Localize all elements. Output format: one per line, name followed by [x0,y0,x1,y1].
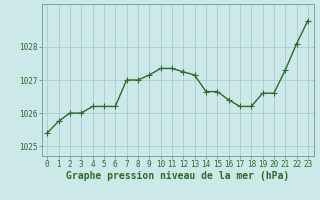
X-axis label: Graphe pression niveau de la mer (hPa): Graphe pression niveau de la mer (hPa) [66,171,289,181]
